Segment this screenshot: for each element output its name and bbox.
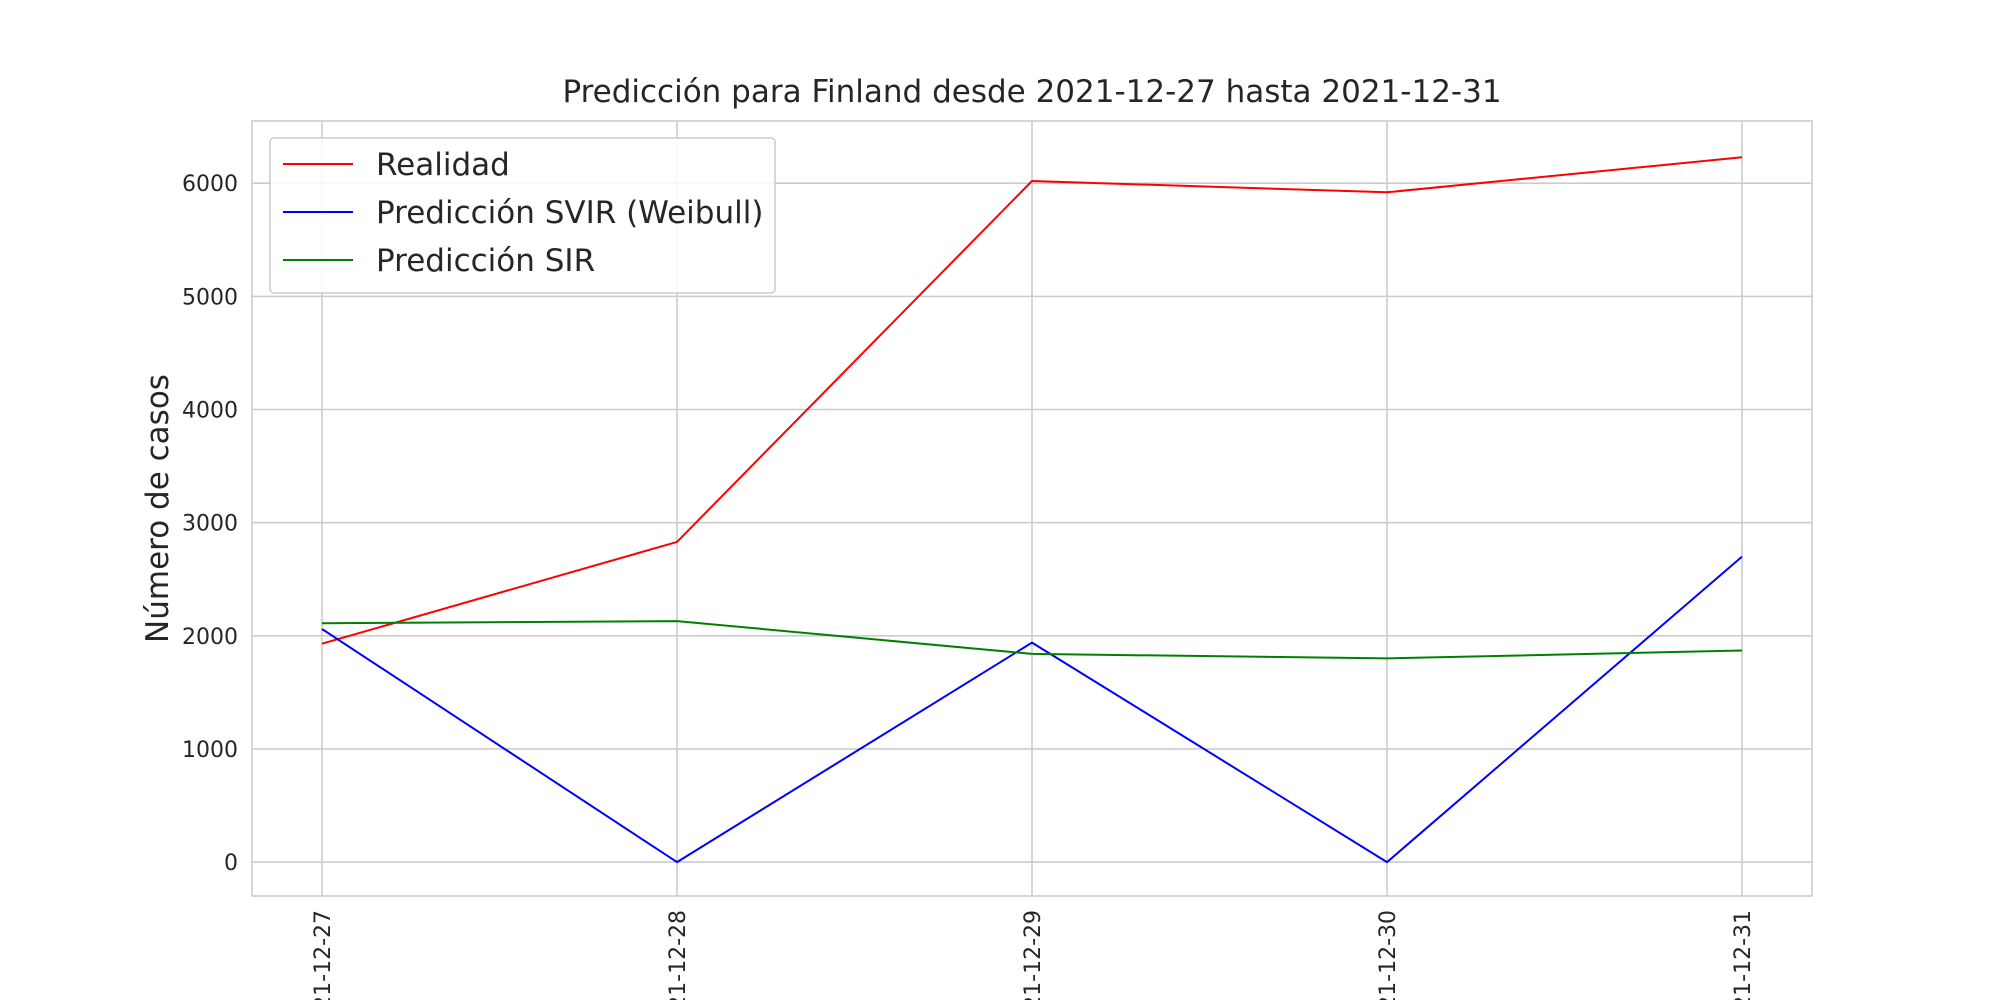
legend-label-2: Predicción SVIR (Weibull) bbox=[376, 195, 763, 231]
x-tick-label: 21-12-31 bbox=[1731, 910, 1756, 1000]
legend: Realidad Predicción SVIR (Weibull) Predicc… bbox=[269, 137, 776, 294]
series-lines bbox=[321, 156, 1743, 864]
x-tick-label: 21-12-30 bbox=[1376, 910, 1401, 1000]
legend-box bbox=[269, 137, 776, 294]
x-tick-label: 21-12-29 bbox=[1021, 910, 1046, 1000]
plot-area-frame bbox=[251, 120, 1813, 897]
legend-label-3: Predicción SIR bbox=[376, 243, 595, 279]
y-tick-label: 2000 bbox=[182, 625, 238, 650]
series-line-2 bbox=[321, 555, 1743, 864]
y-tick-label: 4000 bbox=[182, 399, 238, 424]
series-line-3 bbox=[321, 620, 1743, 660]
x-tick-label: 21-12-27 bbox=[311, 910, 336, 1000]
y-tick-label: 6000 bbox=[182, 172, 238, 197]
x-tick-label: 21-12-28 bbox=[666, 910, 691, 1000]
y-tick-label: 5000 bbox=[182, 285, 238, 310]
y-axis-label: Número de casos bbox=[140, 374, 176, 643]
y-tick-label: 3000 bbox=[182, 512, 238, 537]
series-line-1 bbox=[321, 156, 1743, 645]
y-tick-label: 1000 bbox=[182, 738, 238, 763]
x-tick-labels: 21-12-27 21-12-28 21-12-29 21-12-30 21-12-31 bbox=[311, 910, 1756, 1000]
y-tick-label: 0 bbox=[224, 851, 238, 876]
legend-items: Realidad Predicción SVIR (Weibull) Predicc… bbox=[283, 147, 763, 279]
chart-title: Predicción para Finland desde 2021-12-27… bbox=[562, 74, 1501, 110]
legend-label-1: Realidad bbox=[376, 147, 510, 183]
y-tick-labels: 0 1000 2000 3000 4000 5000 6000 bbox=[182, 172, 238, 876]
